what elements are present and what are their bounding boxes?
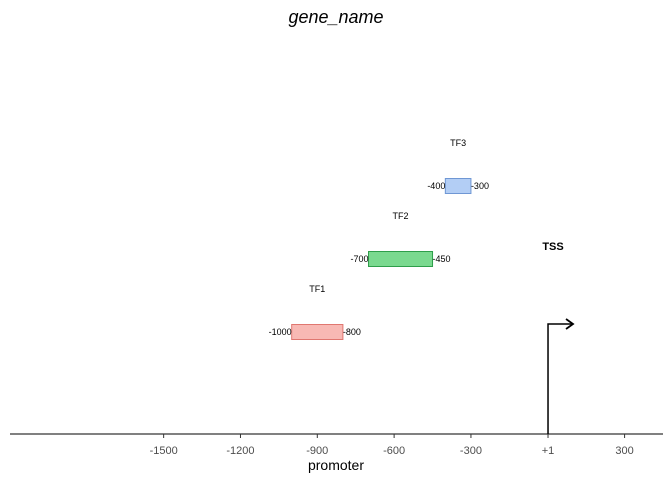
tf-end-label: -300 xyxy=(471,181,489,191)
tf-start-label: -400 xyxy=(427,181,445,191)
tss-arrow xyxy=(547,323,574,434)
tf-bar-tf2 xyxy=(368,251,434,267)
x-tick-label: -300 xyxy=(460,445,482,457)
x-tick-label: -600 xyxy=(383,445,405,457)
x-tick-label: -1200 xyxy=(226,445,254,457)
tf-start-label: -700 xyxy=(350,254,368,264)
tf-name-label: TF1 xyxy=(309,284,325,294)
x-tick-label: -900 xyxy=(306,445,328,457)
x-tick-label: -1500 xyxy=(150,445,178,457)
tf-name-label: TF2 xyxy=(393,211,409,221)
tss-arrowhead xyxy=(565,318,575,330)
chart-title: gene_name xyxy=(288,7,383,27)
tf-end-label: -800 xyxy=(343,327,361,337)
tf-start-label: -1000 xyxy=(269,327,292,337)
tf-binding-sites: -1000 -800 TF1 -700 -450 TF2 -400 -300 TF3 xyxy=(269,138,489,340)
x-axis-ticks: -1500 -1200 -900 -600 -300 +1 300 xyxy=(150,434,634,457)
x-tick-label: +1 xyxy=(542,445,555,457)
x-tick-label: 300 xyxy=(615,445,633,457)
tf-bar-tf3 xyxy=(444,178,472,194)
tf-end-label: -450 xyxy=(433,254,451,264)
tss-label: TSS xyxy=(542,241,563,253)
x-axis-title: promoter xyxy=(308,457,364,473)
tf-name-label: TF3 xyxy=(450,138,466,148)
tf-bar-tf1 xyxy=(291,324,344,340)
